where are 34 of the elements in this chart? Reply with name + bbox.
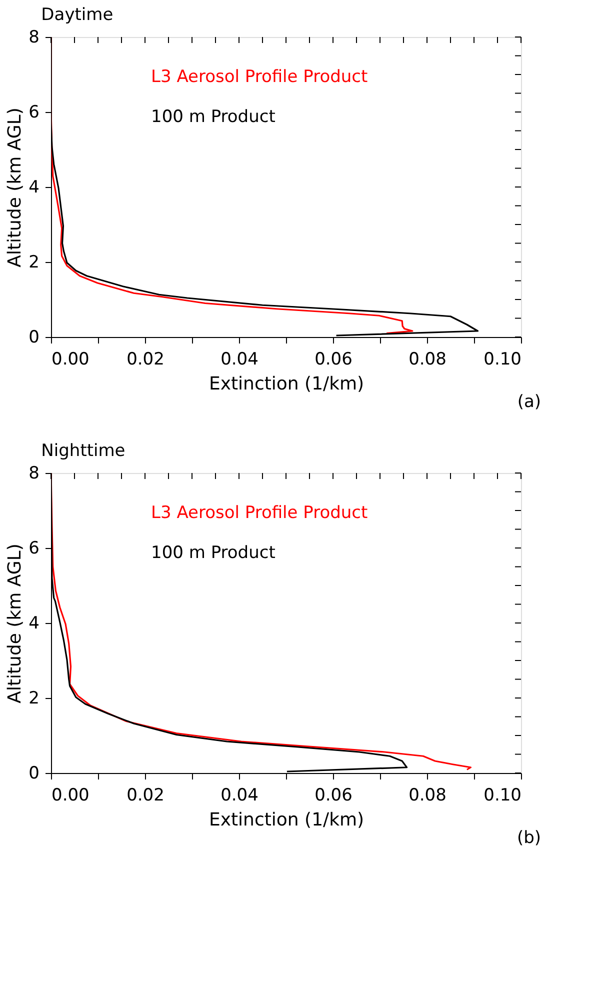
x-tick-label: 0.02 — [126, 786, 164, 806]
x-tick-label: 0.06 — [314, 786, 352, 806]
y-tick-label: 0 — [28, 764, 40, 784]
text: L3 Aerosol Profile Product — [151, 503, 368, 523]
text: 100 m Product — [151, 107, 276, 127]
y-tick-label: 2 — [28, 688, 40, 708]
y-tick-label: 6 — [28, 538, 40, 558]
text: (b) — [516, 828, 541, 848]
text: L3 Aerosol Profile Product — [151, 67, 368, 87]
chart-title: Daytime — [41, 5, 114, 25]
x-axis-title: Extinction (1/km) — [208, 810, 364, 830]
x-tick-label: 0.06 — [314, 350, 352, 370]
text: (a) — [517, 392, 541, 412]
y-tick-label: 4 — [28, 178, 40, 198]
y-tick-label: 2 — [28, 252, 40, 272]
text: 100 m Product — [151, 543, 276, 563]
x-tick-label: 0.00 — [52, 350, 90, 370]
x-tick-label: 0.04 — [220, 350, 258, 370]
y-tick-label: 0 — [28, 328, 40, 348]
y-tick-label: 4 — [28, 614, 40, 634]
y-axis-title: Altitude (km AGL) — [4, 544, 26, 704]
x-tick-label: 0.00 — [52, 786, 90, 806]
x-tick-label: 0.10 — [484, 786, 522, 806]
x-tick-label: 0.08 — [408, 786, 446, 806]
x-tick-label: 0.02 — [126, 350, 164, 370]
y-tick-label: 8 — [28, 28, 40, 48]
x-tick-label: 0.10 — [484, 350, 522, 370]
y-tick-label: 8 — [28, 464, 40, 484]
y-axis-title: Altitude (km AGL) — [4, 108, 26, 268]
chart-title: Nighttime — [41, 441, 126, 461]
x-axis-title: Extinction (1/km) — [208, 374, 364, 394]
x-tick-label: 0.04 — [220, 786, 258, 806]
y-tick-label: 6 — [28, 102, 40, 122]
x-tick-label: 0.08 — [408, 350, 446, 370]
